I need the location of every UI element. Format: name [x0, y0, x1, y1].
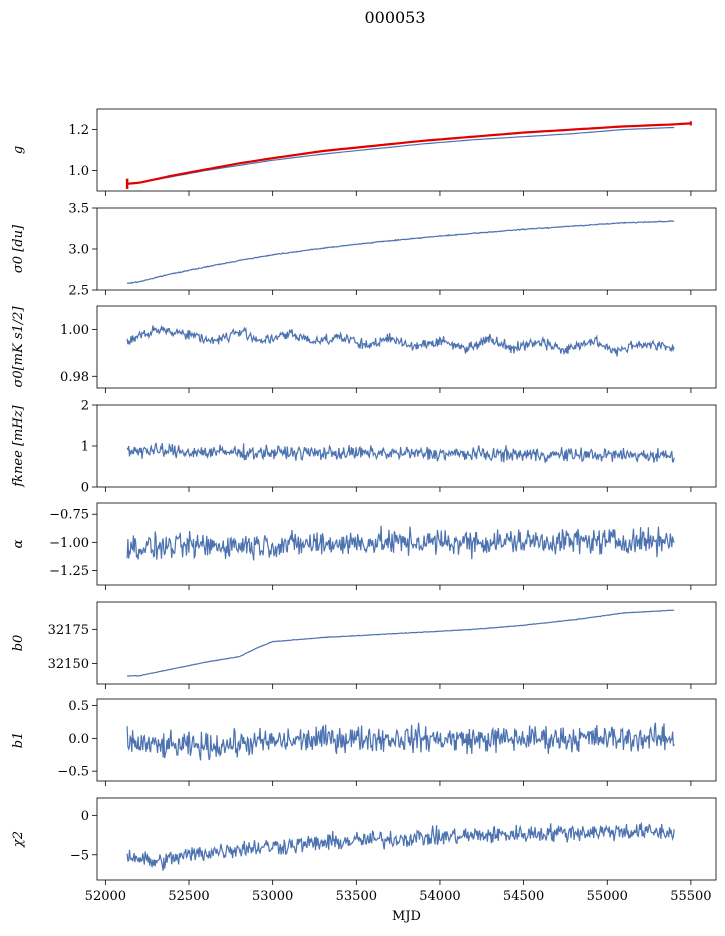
y-axis-label: g — [11, 146, 26, 154]
y-tick-label: 32150 — [48, 657, 89, 672]
x-tick-label: 52500 — [168, 889, 209, 904]
axes-frame — [96, 305, 717, 389]
y-axis-label: σ0 [du] — [11, 224, 26, 273]
y-axis-label: b1 — [11, 732, 26, 749]
series-line-5-0 — [127, 609, 675, 677]
y-tick-label: 1.2 — [68, 123, 89, 138]
x-tick-label: 53000 — [252, 889, 293, 904]
y-tick-label: 0 — [81, 809, 89, 824]
y-axis-label: χ2 — [11, 831, 26, 848]
x-tick-label: 52000 — [85, 889, 126, 904]
x-tick-label: 53500 — [336, 889, 377, 904]
y-tick-label: 3.5 — [68, 202, 89, 217]
y-tick-label: −1.00 — [49, 536, 89, 551]
series-line-2-0 — [126, 324, 675, 357]
panel-7: −5 0 χ2 52000 52500 53000 53500 54000 54500 55000… — [11, 797, 717, 924]
series-line-6-0 — [126, 722, 675, 761]
x-tick-label: 54000 — [419, 889, 460, 904]
axes-frame — [96, 502, 717, 586]
y-tick-label: −1.25 — [49, 564, 89, 579]
series-line-4-0 — [126, 525, 675, 561]
x-tick-label: 55500 — [670, 889, 711, 904]
y-tick-label: 0.5 — [68, 699, 89, 714]
y-tick-label: 32175 — [48, 623, 89, 638]
y-tick-label: 1 — [81, 440, 89, 455]
axes-frame — [96, 108, 717, 192]
series-line-0-1 — [127, 122, 691, 185]
y-tick-label: 2 — [81, 399, 89, 414]
axes-frame — [96, 207, 717, 291]
figure-title: 000053 — [364, 8, 425, 27]
panel-1: 2.5 3.0 3.5 σ0 [du] — [11, 202, 717, 299]
axes-frame — [96, 797, 717, 881]
panel-5: 32150 32175 b0 — [11, 601, 717, 689]
y-tick-label: −0.5 — [57, 765, 89, 780]
x-tick-label: 54500 — [503, 889, 544, 904]
axes-frame — [96, 404, 717, 488]
panel-6: −0.5 0.0 0.5 b1 — [11, 698, 717, 786]
panel-3: 0 1 2 fknee [mHz] — [11, 399, 717, 496]
y-axis-label: b0 — [11, 635, 26, 652]
series-line-3-0 — [126, 442, 675, 463]
series-line-7-0 — [126, 822, 675, 871]
y-tick-label: 0 — [81, 481, 89, 496]
panel-2: 0.98 1.00 σ0[mK s1/2] — [11, 305, 717, 393]
x-tick-label: 55000 — [587, 889, 628, 904]
y-axis-label: fknee [mHz] — [11, 404, 26, 487]
y-tick-label: −5 — [70, 848, 89, 863]
y-axis-label: α — [11, 539, 26, 548]
panel-0: 1.0 1.2 g — [11, 108, 717, 196]
axes-frame — [96, 601, 717, 685]
y-axis-label: σ0[mK s1/2] — [11, 306, 26, 388]
axes-frame — [96, 698, 717, 782]
panels: 1.0 1.2 g 2.5 3.0 3.5 σ0 [du] 0.98 1.00 σ0[mK s1/… — [11, 108, 717, 924]
y-tick-label: 1.00 — [60, 323, 89, 338]
series-line-1-0 — [126, 220, 675, 285]
y-tick-label: 1.0 — [68, 164, 89, 179]
y-tick-label: 3.0 — [68, 243, 89, 258]
x-axis-label: MJD — [392, 909, 421, 924]
y-tick-label: 0.0 — [68, 732, 89, 747]
y-tick-label: 2.5 — [68, 284, 89, 299]
panel-4: −1.25 −1.00 −0.75 α — [11, 502, 717, 590]
series-line-0-0 — [127, 126, 675, 185]
y-tick-label: −0.75 — [49, 508, 89, 523]
y-tick-label: 0.98 — [60, 370, 89, 385]
